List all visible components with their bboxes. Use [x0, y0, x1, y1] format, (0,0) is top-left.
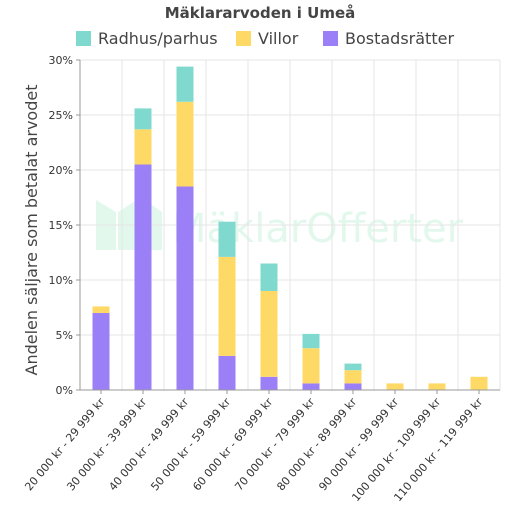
legend-item[interactable]: Villor [236, 29, 299, 48]
bar-segment [218, 355, 236, 390]
bar-segment [92, 306, 110, 313]
bars [92, 66, 488, 390]
x-tick-label: 30 000 kr - 39 999 kr [64, 395, 149, 493]
legend-swatch [323, 31, 338, 46]
house-logo-icon [96, 198, 162, 250]
y-tick-label: 15% [49, 219, 73, 232]
bar-segment [302, 383, 320, 390]
watermark-text: MäklarOfferter [172, 206, 464, 252]
bar-segment [428, 383, 446, 390]
bar-segment [218, 221, 236, 257]
bar-segment [260, 376, 278, 390]
y-tick-label: 25% [49, 109, 73, 122]
x-tick-label: 110 000 kr - 119 999 kr [391, 395, 485, 504]
bar-segment [176, 186, 194, 390]
bar-segment [260, 263, 278, 291]
y-axis-ticks: 0% 5% 10% 15% 20% 25% 30% [49, 54, 80, 397]
x-tick-label: 40 000 kr - 49 999 kr [106, 395, 191, 493]
x-tick-label: 90 000 kr - 99 999 kr [316, 395, 401, 493]
bar-segment [134, 108, 152, 130]
bar-segment [92, 313, 110, 390]
bar-segment [470, 376, 488, 390]
bar-segment [302, 348, 320, 384]
y-axis-title: Andelen säljare som betalat arvodet [22, 85, 41, 376]
y-tick-label: 5% [56, 329, 73, 342]
bar-segment [302, 333, 320, 349]
bar-segment [344, 383, 362, 390]
legend-label: Bostadsrätter [345, 29, 454, 48]
y-tick-label: 30% [49, 54, 73, 67]
x-tick-label: 70 000 kr - 79 999 kr [232, 395, 317, 493]
bar-segment [260, 291, 278, 377]
bar-segment [176, 66, 194, 102]
y-tick-label: 0% [56, 384, 73, 397]
bar-segment [386, 383, 404, 390]
y-tick-label: 10% [49, 274, 73, 287]
bar-segment [344, 363, 362, 371]
x-tick-label: 20 000 kr - 29 999 kr [22, 395, 107, 493]
x-tick-label: 80 000 kr - 89 999 kr [274, 395, 359, 493]
x-tick-label: 50 000 kr - 59 999 kr [148, 395, 233, 493]
chart-title: Mäklararvoden i Umeå [165, 4, 356, 22]
legend-swatch [236, 31, 251, 46]
y-tick-label: 20% [49, 164, 73, 177]
legend-label: Villor [258, 29, 299, 48]
legend-item[interactable]: Radhus/parhus [76, 29, 218, 48]
bar-segment [134, 129, 152, 165]
bar-segment [134, 164, 152, 390]
legend-swatch [76, 31, 91, 46]
legend: Radhus/parhus Villor Bostadsrätter [76, 29, 454, 48]
x-tick-label: 60 000 kr - 69 999 kr [190, 395, 275, 493]
legend-item[interactable]: Bostadsrätter [323, 29, 454, 48]
bar-segment [344, 370, 362, 384]
bar-segment [176, 101, 194, 187]
legend-label: Radhus/parhus [98, 29, 218, 48]
bar-segment [218, 256, 236, 356]
gridlines [79, 59, 501, 391]
